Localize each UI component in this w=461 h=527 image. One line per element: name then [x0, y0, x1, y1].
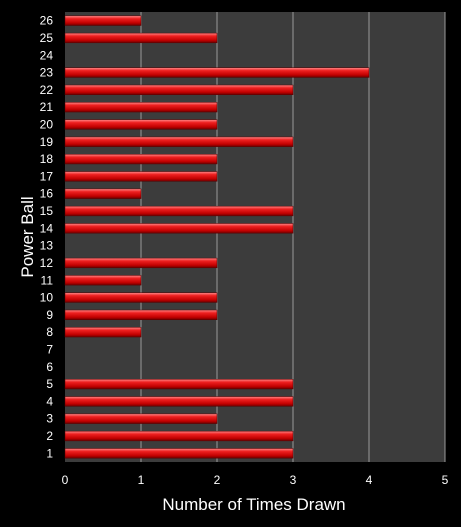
y-tick-label: 24	[40, 48, 54, 62]
bar-8	[64, 327, 142, 338]
y-tick-label: 16	[40, 187, 54, 201]
y-tick-label: 26	[40, 14, 54, 28]
y-tick-label: 25	[40, 31, 54, 45]
y-axis-title: Power Ball	[18, 196, 37, 277]
y-tick-label: 8	[46, 325, 53, 339]
y-tick-label: 9	[46, 308, 53, 322]
y-tick-label: 6	[46, 360, 53, 374]
bar-18	[64, 154, 218, 165]
bar-15	[64, 205, 294, 217]
y-tick-label: 3	[46, 412, 53, 426]
x-tick-label: 5	[442, 473, 449, 487]
x-tick-labels: 0 1 2 3 4 5	[62, 473, 449, 487]
bar-22	[64, 84, 294, 95]
bar-1	[64, 448, 294, 459]
x-tick-label: 1	[138, 473, 145, 487]
bar-14	[64, 223, 294, 234]
y-tick-label: 17	[40, 169, 54, 183]
y-tick-label: 23	[40, 66, 54, 80]
x-axis-title: Number of Times Drawn	[162, 495, 345, 514]
x-tick-label: 4	[366, 473, 373, 487]
y-tick-label: 19	[40, 135, 54, 149]
plot-area	[65, 12, 445, 462]
bar-12	[64, 257, 218, 269]
bar-21	[64, 102, 218, 113]
bar-19	[64, 136, 294, 147]
y-tick-label: 5	[46, 377, 53, 391]
x-tick-label: 3	[290, 473, 297, 487]
bar-2	[64, 430, 294, 442]
y-tick-label: 11	[41, 273, 54, 287]
y-tick-label: 10	[40, 291, 54, 305]
x-tick-label: 2	[214, 473, 221, 487]
y-tick-label: 7	[46, 343, 53, 357]
y-tick-label: 14	[40, 221, 54, 235]
bar-26	[64, 15, 142, 26]
bar-5	[64, 379, 294, 390]
bar-17	[64, 171, 218, 182]
bar-4	[64, 396, 294, 407]
y-tick-label: 20	[40, 118, 54, 132]
y-tick-label: 13	[40, 239, 54, 253]
y-tick-label: 4	[46, 394, 53, 408]
bars	[64, 15, 370, 459]
bar-23	[64, 67, 370, 78]
bar-11	[64, 275, 142, 286]
bar-25	[64, 32, 218, 44]
bar-3	[64, 413, 218, 424]
y-tick-label: 12	[40, 256, 54, 270]
y-tick-label: 2	[46, 429, 53, 443]
bar-20	[64, 119, 218, 130]
x-tick-label: 0	[62, 473, 69, 487]
y-tick-label: 15	[40, 204, 54, 218]
y-tick-label: 22	[40, 83, 54, 97]
y-tick-labels: 1234567891011121314151617181920212223242…	[40, 14, 54, 461]
y-tick-label: 21	[40, 100, 54, 114]
bar-10	[64, 292, 218, 303]
bar-9	[64, 309, 218, 320]
y-tick-label: 1	[46, 446, 53, 460]
y-tick-label: 18	[40, 152, 54, 166]
bar-16	[64, 188, 142, 199]
